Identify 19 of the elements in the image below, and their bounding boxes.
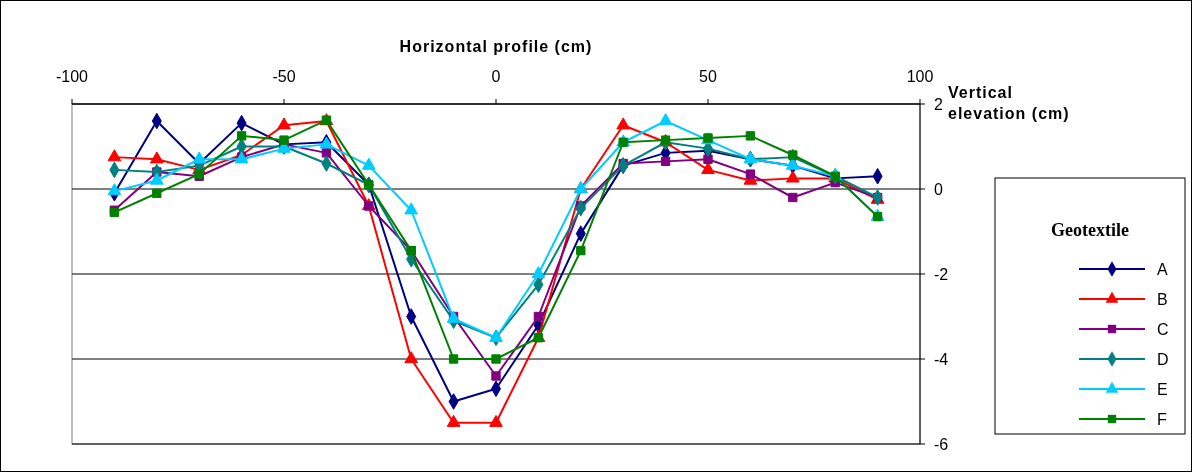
y-tick-label: -2	[934, 266, 949, 283]
y-axis-title: Vertical elevation (cm)	[948, 84, 1070, 122]
legend-label: C	[1157, 321, 1169, 338]
y-tick-label: 0	[934, 181, 943, 198]
y-tick-label: -6	[934, 436, 949, 453]
x-tick-label: 0	[491, 68, 501, 85]
legend-label: D	[1157, 351, 1169, 368]
x-tick-label: 50	[699, 68, 717, 85]
legend-title: Geotextile	[1051, 220, 1129, 240]
x-tick-label: -100	[55, 68, 89, 85]
legend-label: B	[1157, 291, 1168, 308]
legend-label: F	[1157, 411, 1167, 428]
x-axis-title: Horizontal profile (cm)	[399, 38, 593, 55]
x-tick-label: -50	[272, 68, 296, 85]
y-tick-label: 2	[934, 96, 943, 113]
y-tick-label: -4	[934, 351, 949, 368]
legend-label: A	[1157, 261, 1168, 278]
legend-label: E	[1157, 381, 1168, 398]
x-tick-label: 100	[906, 68, 934, 85]
